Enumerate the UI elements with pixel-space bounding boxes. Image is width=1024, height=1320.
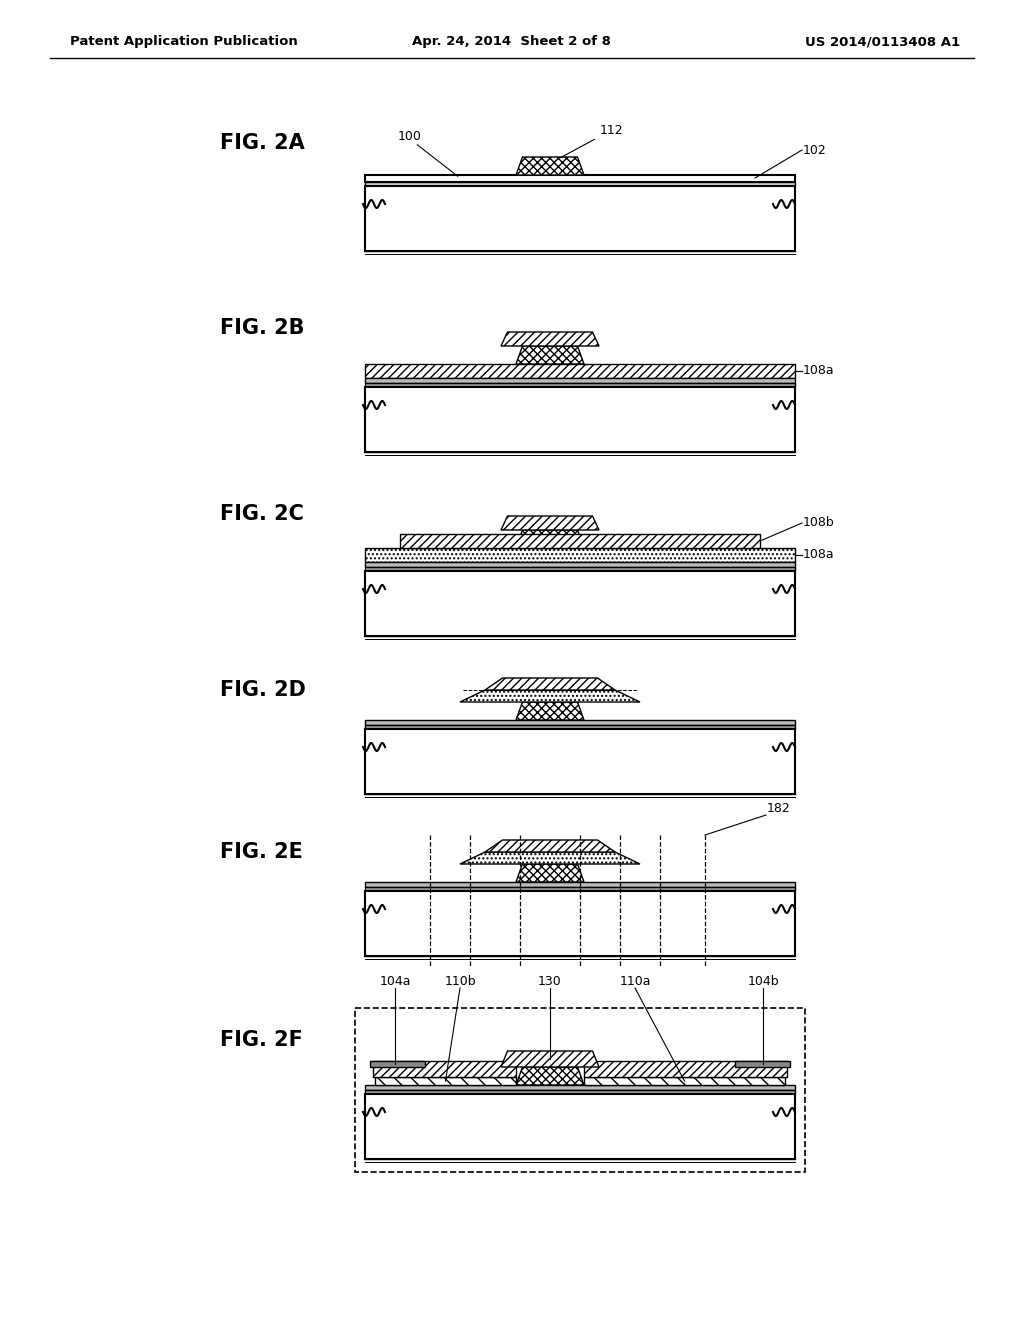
- Bar: [370, 1061, 425, 1067]
- Bar: [365, 1094, 795, 1159]
- Bar: [365, 1090, 795, 1094]
- Bar: [365, 186, 795, 251]
- Text: FIG. 2D: FIG. 2D: [220, 680, 306, 700]
- Text: 102: 102: [803, 144, 826, 157]
- Bar: [373, 1061, 516, 1077]
- Bar: [365, 176, 795, 182]
- Polygon shape: [501, 333, 599, 346]
- Bar: [365, 887, 795, 891]
- Text: 104a: 104a: [379, 975, 411, 987]
- Bar: [365, 182, 795, 186]
- Text: FIG. 2A: FIG. 2A: [220, 133, 305, 153]
- Bar: [365, 383, 795, 387]
- Bar: [365, 719, 795, 725]
- Polygon shape: [501, 516, 599, 531]
- Text: 130: 130: [539, 975, 562, 987]
- Text: 108b: 108b: [803, 516, 835, 529]
- Bar: [355, 1008, 805, 1172]
- Polygon shape: [516, 702, 584, 719]
- Text: FIG. 2B: FIG. 2B: [220, 318, 304, 338]
- Polygon shape: [501, 1051, 599, 1067]
- Polygon shape: [516, 531, 584, 548]
- Polygon shape: [400, 535, 760, 548]
- Bar: [365, 562, 795, 568]
- Polygon shape: [516, 346, 584, 364]
- Polygon shape: [460, 690, 640, 702]
- Polygon shape: [460, 851, 640, 865]
- Polygon shape: [365, 548, 795, 562]
- Text: 110b: 110b: [444, 975, 476, 987]
- Bar: [365, 891, 795, 956]
- Text: Apr. 24, 2014  Sheet 2 of 8: Apr. 24, 2014 Sheet 2 of 8: [413, 36, 611, 49]
- Bar: [365, 729, 795, 795]
- Bar: [365, 882, 795, 887]
- Text: 108a: 108a: [803, 364, 835, 378]
- Bar: [365, 387, 795, 451]
- Polygon shape: [516, 1067, 584, 1085]
- Polygon shape: [485, 840, 615, 851]
- Text: 182: 182: [767, 803, 791, 814]
- Text: 100: 100: [398, 129, 422, 143]
- Text: FIG. 2C: FIG. 2C: [220, 504, 304, 524]
- Bar: [365, 725, 795, 729]
- Bar: [735, 1061, 790, 1067]
- Text: FIG. 2E: FIG. 2E: [220, 842, 303, 862]
- Text: 110a: 110a: [620, 975, 650, 987]
- Text: US 2014/0113408 A1: US 2014/0113408 A1: [805, 36, 961, 49]
- Text: 108a: 108a: [803, 549, 835, 561]
- Text: Patent Application Publication: Patent Application Publication: [70, 36, 298, 49]
- Bar: [365, 1085, 795, 1090]
- Polygon shape: [516, 157, 584, 176]
- Text: 112: 112: [600, 124, 624, 137]
- Polygon shape: [516, 865, 584, 882]
- Bar: [365, 572, 795, 636]
- Bar: [365, 568, 795, 572]
- Polygon shape: [584, 1077, 785, 1085]
- Bar: [584, 1061, 787, 1077]
- Text: FIG. 2F: FIG. 2F: [220, 1030, 303, 1049]
- Polygon shape: [365, 364, 795, 378]
- Polygon shape: [485, 678, 615, 690]
- Bar: [365, 378, 795, 383]
- Polygon shape: [375, 1077, 516, 1085]
- Text: 104b: 104b: [748, 975, 779, 987]
